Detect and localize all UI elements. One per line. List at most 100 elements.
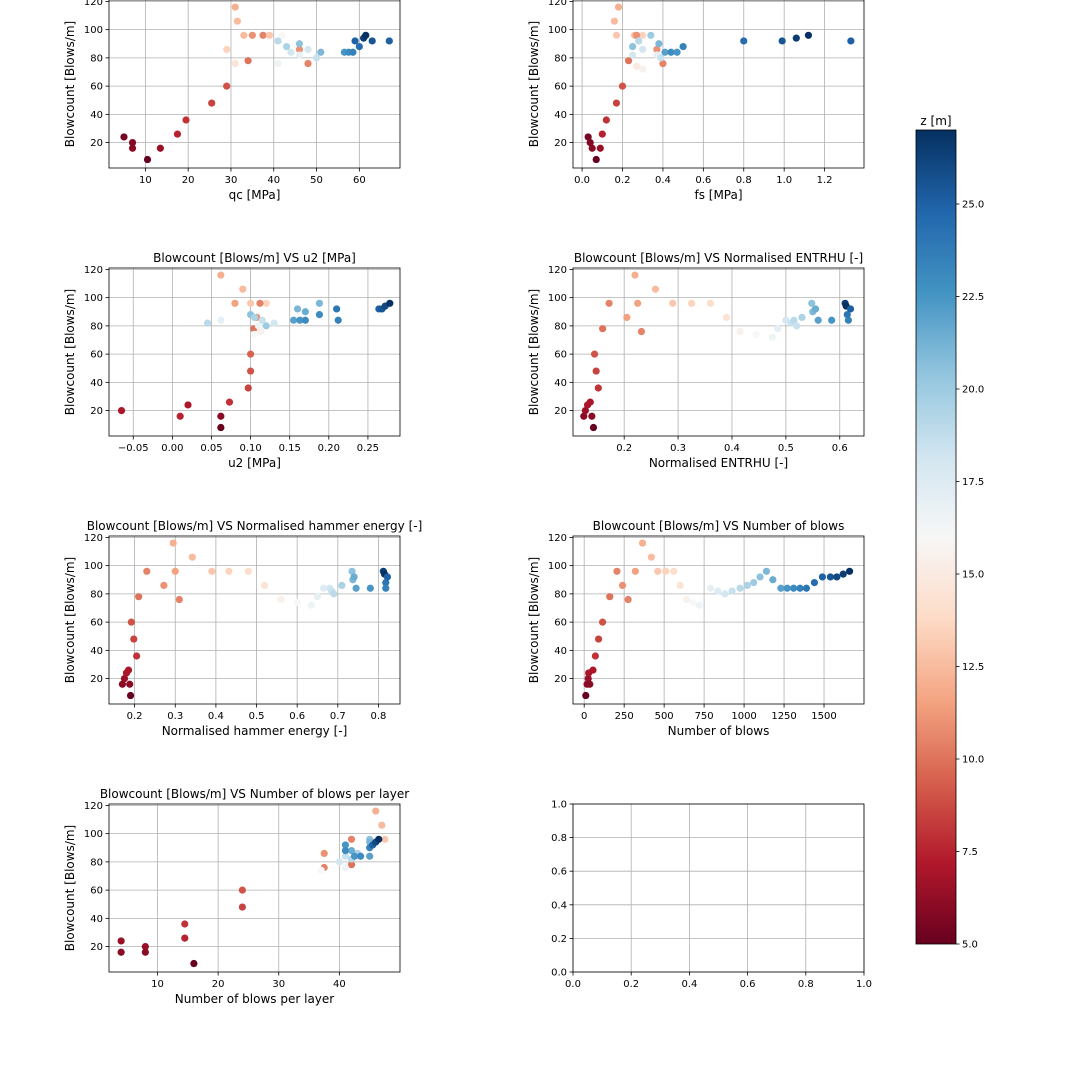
data-point [639, 65, 647, 73]
data-point [610, 17, 619, 25]
data-point [846, 567, 854, 575]
data-point [372, 807, 380, 815]
data-point [217, 271, 225, 279]
data-point [655, 40, 663, 48]
data-point [188, 553, 196, 561]
data-point [790, 316, 798, 324]
y-tick-label: 120 [84, 801, 103, 812]
data-point [338, 581, 346, 590]
data-point [653, 45, 661, 54]
data-point [135, 593, 143, 601]
y-tick-label: 40 [90, 646, 103, 657]
data-point [282, 42, 291, 51]
x-axis-label: Normalised hammer energy [-] [162, 724, 348, 738]
colorbar-title: z [m] [920, 114, 951, 128]
data-point [246, 350, 255, 358]
data-point [128, 138, 137, 147]
x-tick-label: 1.0 [776, 175, 792, 186]
data-point [335, 858, 343, 866]
data-point [181, 934, 189, 942]
x-tick-label: 0.5 [778, 443, 794, 454]
x-tick-label: 0.2 [615, 175, 631, 186]
data-point [182, 116, 190, 124]
data-point [624, 57, 633, 65]
data-point [613, 567, 621, 575]
data-point [596, 144, 604, 152]
data-point [634, 299, 642, 307]
data-point [127, 618, 135, 626]
data-point [341, 841, 350, 849]
subplot-6: 0 250 500 750 1000 1250 1500 20 40 60 80 100 120 Numb… [527, 519, 865, 738]
axes-frame [572, 267, 865, 437]
data-point [317, 866, 325, 874]
data-point [714, 587, 722, 595]
data-point [740, 37, 748, 45]
data-point [612, 99, 621, 107]
y-tick-label: 100 [548, 293, 567, 304]
data-point [638, 539, 647, 547]
data-point [130, 635, 138, 643]
data-point [231, 3, 239, 11]
data-point [143, 155, 152, 164]
colorbar-tick-label: 7.5 [962, 847, 978, 858]
data-point [635, 37, 643, 45]
data-point [141, 948, 149, 956]
subplot-3: −0.05 0.00 0.05 0.10 0.15 0.20 0.25 20 40 60 80 100… [63, 251, 401, 470]
data-point [814, 316, 822, 324]
y-tick-label: 0.4 [551, 900, 567, 911]
x-axis-label: u2 [MPa] [228, 456, 281, 470]
data-point [804, 31, 813, 39]
data-point [580, 412, 588, 420]
data-point [706, 584, 715, 592]
y-tick-label: 40 [90, 110, 103, 121]
data-point [126, 680, 134, 688]
x-tick-label: 1000 [731, 711, 756, 722]
x-axis-label: Normalised ENTRHU [-] [649, 456, 788, 470]
axes-frame [572, 535, 865, 705]
x-tick-label: 500 [655, 711, 674, 722]
x-tick-label: 0.7 [330, 711, 346, 722]
data-point [208, 567, 216, 575]
data-point [274, 37, 282, 45]
data-point [349, 48, 357, 56]
data-point [792, 34, 800, 42]
y-tick-label: 120 [548, 533, 567, 544]
x-axis-label: fs [MPa] [694, 188, 742, 202]
y-tick-label: 60 [554, 618, 567, 629]
data-point [350, 852, 359, 860]
data-point [341, 863, 350, 872]
y-tick-label: 0.6 [551, 867, 567, 878]
x-tick-label: 30 [225, 175, 238, 186]
x-tick-label: 0.05 [200, 443, 222, 454]
data-point [385, 37, 393, 45]
data-point [605, 299, 613, 307]
data-point [778, 37, 786, 45]
y-tick-label: 100 [548, 561, 567, 572]
data-point [238, 886, 246, 894]
data-point [736, 327, 744, 336]
data-point [589, 666, 597, 674]
data-point [366, 584, 374, 592]
data-point [208, 99, 216, 107]
scatter-points [117, 807, 389, 968]
data-point [594, 384, 602, 392]
subplot-4: 0.2 0.3 0.4 0.5 0.6 20 40 60 80 100 120 Normalised … [527, 251, 865, 470]
colorbar-tick-label: 25.0 [962, 200, 984, 211]
data-point [256, 299, 264, 307]
data-point [774, 325, 782, 333]
data-point [173, 130, 182, 138]
data-point [341, 852, 350, 860]
data-point [629, 42, 637, 51]
data-point [586, 680, 594, 688]
data-point [598, 130, 606, 138]
y-tick-label: 60 [90, 350, 103, 361]
colorbar-tick-label: 12.5 [962, 662, 984, 673]
data-point [594, 635, 603, 643]
data-point [217, 412, 225, 420]
x-tick-label: 40 [333, 979, 346, 990]
data-point [293, 598, 301, 606]
data-point [262, 299, 270, 307]
subplot-7: 10 20 30 40 20 40 60 80 100 120 Number of blows pe… [63, 787, 409, 1006]
data-point [586, 398, 594, 406]
data-point [826, 573, 835, 581]
